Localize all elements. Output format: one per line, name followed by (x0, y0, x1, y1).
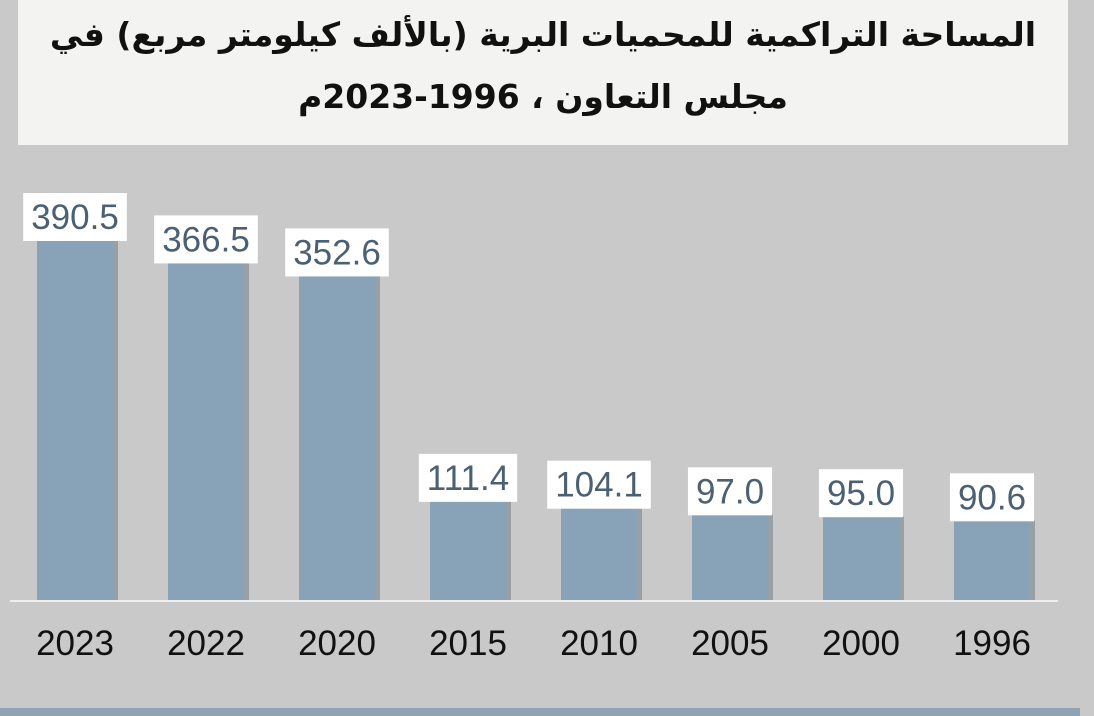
x-tick-label-2005: 2005 (691, 624, 769, 663)
chart-title-box: المساحة التراكمية للمحميات البرية (بالأل… (18, 0, 1068, 145)
bars-layer (37, 236, 1035, 601)
value-label-2000: 95.0 (827, 474, 895, 513)
bar-2022 (168, 258, 244, 601)
bar-2020 (299, 271, 375, 601)
x-tick-label-2020: 2020 (298, 624, 376, 663)
bar-2015 (430, 496, 506, 601)
value-label-box-2023 (23, 193, 127, 241)
x-tick-labels-layer: 2023 2022 2020 2015 2010 2005 2000 1996 (36, 624, 1031, 663)
bar-2023 (37, 236, 113, 601)
bar-1996 (954, 516, 1030, 601)
value-label-box-2020 (285, 228, 389, 277)
bar-2000 (823, 512, 899, 601)
bar-2010 (561, 503, 637, 601)
chart-title-line-1: المساحة التراكمية للمحميات البرية (بالأل… (49, 15, 1037, 54)
bottom-accent-strip (0, 708, 1080, 716)
value-label-box-2000 (818, 469, 904, 518)
value-label-2015: 111.4 (427, 459, 509, 498)
value-label-box-2022 (154, 215, 258, 264)
x-tick-label-2015: 2015 (429, 624, 507, 663)
x-tick-label-1996: 1996 (953, 624, 1031, 663)
value-label-2020: 352.6 (293, 233, 381, 272)
value-label-box-2005 (687, 467, 773, 516)
value-label-box-1996 (949, 473, 1035, 522)
value-label-2022: 366.5 (162, 220, 250, 259)
value-label-2005: 97.0 (696, 472, 764, 511)
x-tick-label-2023: 2023 (36, 624, 114, 663)
bar-2005 (692, 510, 768, 601)
value-labels-layer: 390.5 366.5 352.6 111.4 104.1 97.0 95.0 90.6 (23, 193, 1035, 522)
value-label-1996: 90.6 (958, 478, 1026, 517)
value-label-2023: 390.5 (31, 198, 119, 237)
value-label-box-2015 (418, 453, 518, 502)
x-tick-label-2000: 2000 (822, 624, 900, 663)
chart-title-line-2: مجلس التعاون ، 1996-2023م (298, 77, 788, 116)
value-label-2010: 104.1 (555, 466, 643, 505)
x-tick-label-2022: 2022 (167, 624, 245, 663)
x-tick-label-2010: 2010 (560, 624, 638, 663)
value-label-box-2010 (547, 460, 651, 509)
